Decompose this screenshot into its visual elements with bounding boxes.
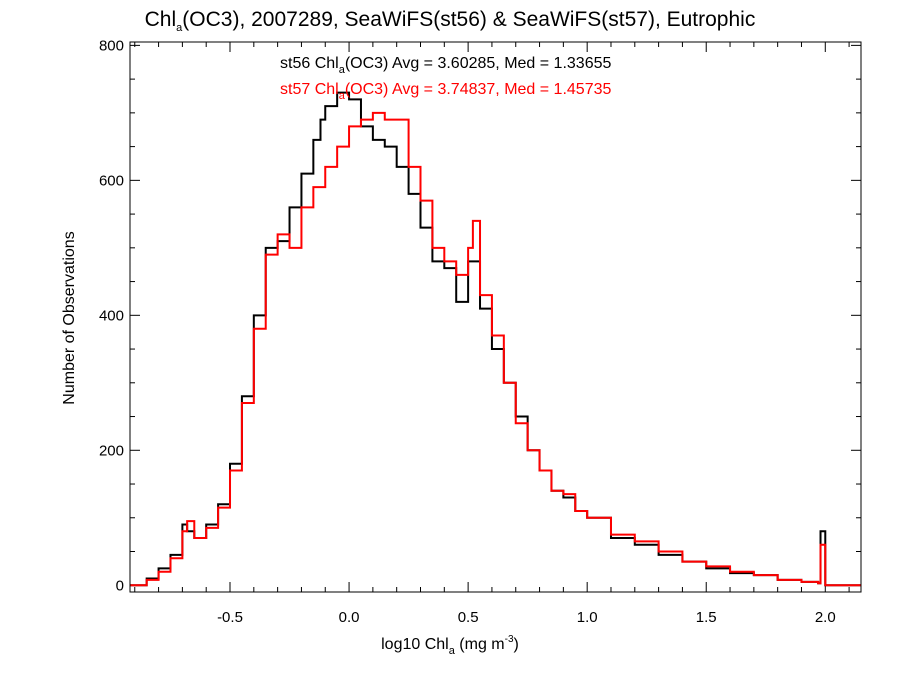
- series-line-1: [130, 111, 861, 587]
- x-tick-label: 2.0: [815, 609, 836, 626]
- x-tick-label: 0.5: [458, 609, 479, 626]
- series-line-0: [130, 91, 861, 587]
- y-tick-label: 800: [99, 37, 124, 54]
- y-tick-label: 600: [99, 172, 124, 189]
- annotation-st56: st56 Chla(OC3) Avg = 3.60285, Med = 1.33…: [280, 55, 612, 76]
- x-tick-label: 1.0: [577, 609, 598, 626]
- y-tick-label: 200: [99, 442, 124, 459]
- series-layer: [130, 91, 861, 587]
- plot-frame: [129, 41, 862, 593]
- y-axis-label: Number of Observations: [61, 231, 78, 405]
- y-tick-label: 400: [99, 307, 124, 324]
- x-axis-label: log10 Chla (mg m-3): [381, 634, 519, 657]
- tick-marks: [130, 42, 861, 592]
- annotation-st57: st57 Chla(OC3) Avg = 3.74837, Med = 1.45…: [280, 81, 612, 102]
- x-tick-label: 0.0: [339, 609, 360, 626]
- chart-title: Chla(OC3), 2007289, SeaWiFS(st56) & SeaW…: [144, 8, 756, 34]
- x-tick-label: -0.5: [217, 609, 243, 626]
- tick-labels: -0.5 0.0 0.5 1.0 1.5 2.0 0 200 400 600 800: [99, 37, 836, 626]
- y-tick-label: 0: [116, 577, 124, 594]
- x-tick-label: 1.5: [696, 609, 717, 626]
